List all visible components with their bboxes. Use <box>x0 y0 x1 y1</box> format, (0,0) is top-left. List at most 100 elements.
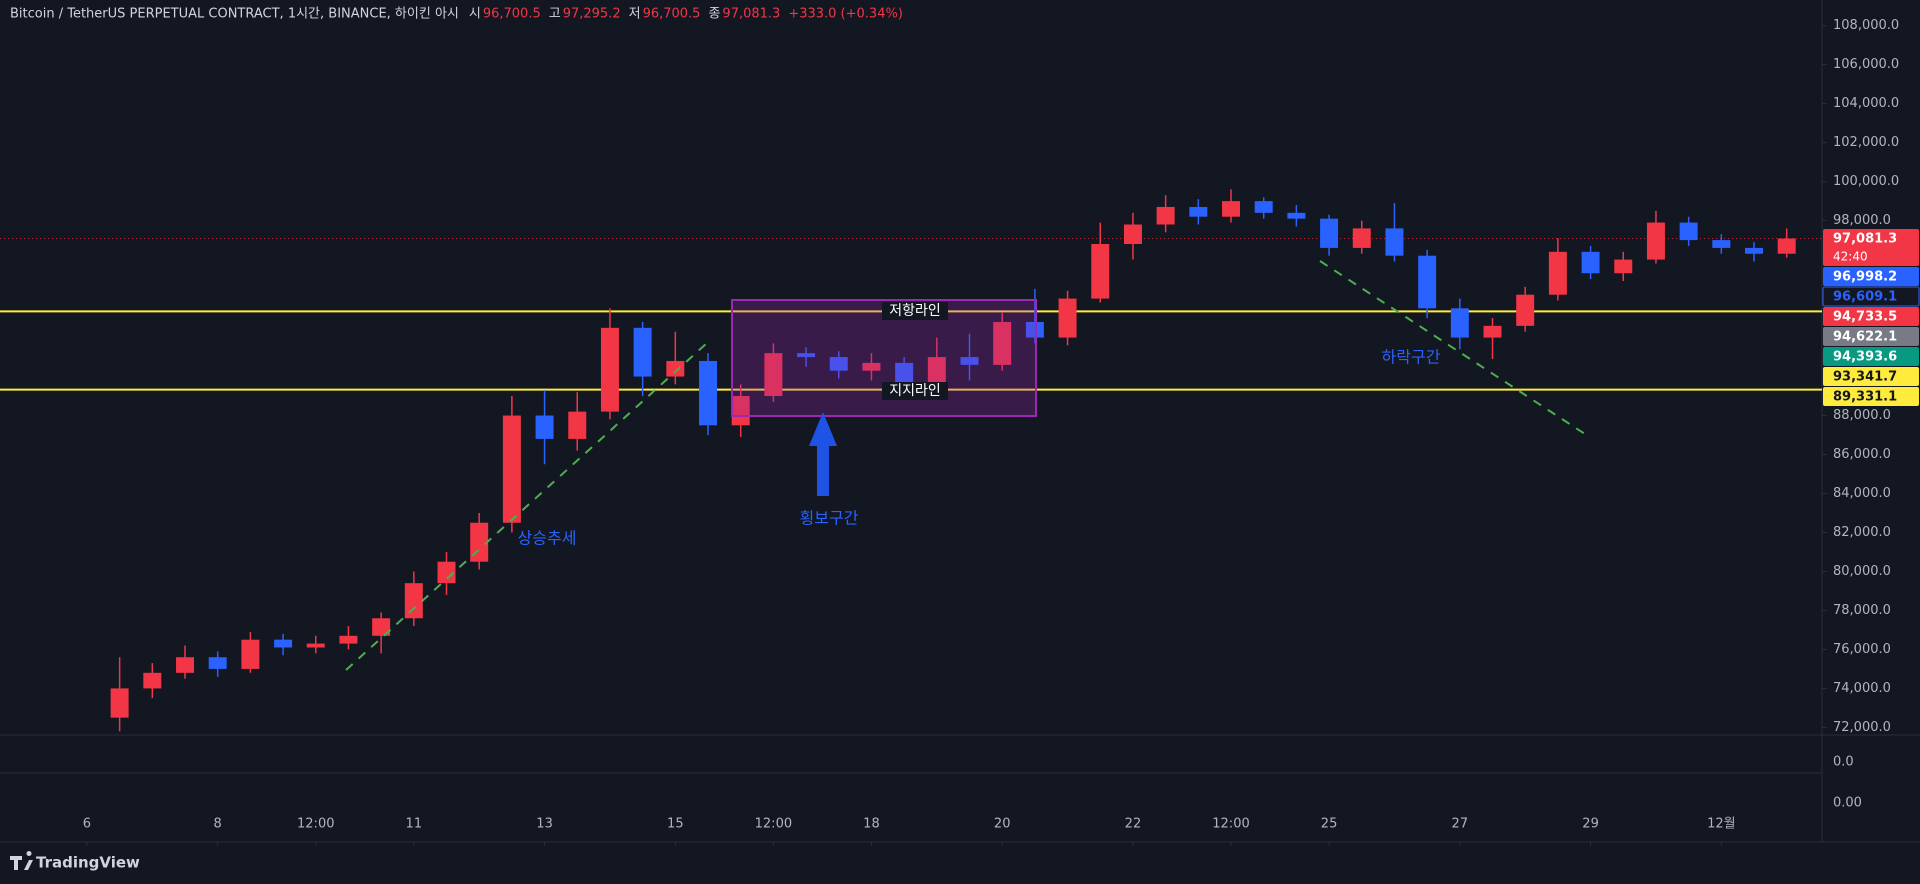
x-tick-label: 22 <box>1125 817 1142 832</box>
y-tick-label: 100,000.0 <box>1833 174 1899 189</box>
price-tag-label: 97,081.3 <box>1833 232 1897 247</box>
price-tag <box>1823 347 1919 366</box>
candle-body <box>993 321 1012 365</box>
candle-body <box>372 618 391 636</box>
candle-body <box>1646 222 1665 260</box>
price-tag-label: 93,341.7 <box>1833 370 1897 385</box>
x-tick-label: 27 <box>1452 817 1469 832</box>
x-tick-label: 20 <box>994 817 1011 832</box>
candle-body <box>1777 238 1796 254</box>
lower-pane-tick: 0.0 <box>1833 755 1854 770</box>
candle-body <box>1483 325 1502 338</box>
x-tick-label: 6 <box>83 817 91 832</box>
candle-body <box>1222 201 1240 217</box>
candle-body <box>1287 212 1306 219</box>
y-tick-label: 88,000.0 <box>1833 408 1891 423</box>
candle-body <box>1189 206 1208 217</box>
candle-body <box>927 357 946 389</box>
ohlc-value: 97,295.2 <box>563 7 621 22</box>
candle-body <box>568 411 587 439</box>
candle-body <box>110 688 129 718</box>
change: +333.0 (+0.34%) <box>788 7 903 22</box>
price-tag-label: 94,393.6 <box>1833 350 1897 365</box>
candle-body <box>1058 298 1077 338</box>
y-tick-label: 80,000.0 <box>1833 564 1891 579</box>
trend-line <box>1319 260 1589 437</box>
arrow <box>809 412 837 496</box>
ohlc-value: 97,081.3 <box>722 7 780 22</box>
candle-body <box>1614 259 1633 274</box>
price-tag-label: 96,998.2 <box>1833 270 1897 285</box>
candle-body <box>829 357 848 371</box>
candle-body <box>633 327 652 377</box>
footer-bar <box>0 843 1920 884</box>
y-tick-label: 84,000.0 <box>1833 486 1891 501</box>
y-tick-label: 104,000.0 <box>1833 96 1899 111</box>
price-tag <box>1823 367 1919 386</box>
candle-body <box>797 353 816 358</box>
logo-icon <box>10 850 33 870</box>
sideways-label: 횡보구간 <box>800 509 859 528</box>
price-tag <box>1822 286 1920 307</box>
y-tick-label: 76,000.0 <box>1833 642 1891 657</box>
candle-body <box>535 415 554 439</box>
ohlc-key: 저 <box>629 7 641 22</box>
candle-body <box>1091 244 1110 299</box>
x-tick-label: 29 <box>1582 817 1599 832</box>
candle-body <box>339 635 358 644</box>
candle-body <box>666 360 685 377</box>
candle-body <box>1385 228 1404 256</box>
uptrend-label: 상승추세 <box>518 529 577 548</box>
candle-body <box>1025 321 1044 338</box>
downtrend-label: 하락구간 <box>1382 348 1441 367</box>
label-bg <box>882 382 948 400</box>
x-tick-label: 8 <box>214 817 222 832</box>
y-tick-label: 106,000.0 <box>1833 57 1899 72</box>
header: Bitcoin / TetherUS PERPETUAL CONTRACT, 1… <box>10 7 903 22</box>
y-tick-label: 108,000.0 <box>1833 18 1899 33</box>
brand: TradingView <box>36 854 140 872</box>
candle-body <box>437 561 456 584</box>
x-tick-label: 18 <box>863 817 880 832</box>
ohlc-value: 96,700.5 <box>643 7 701 22</box>
resistance-label: 저항라인 <box>889 303 941 319</box>
price-tag <box>1823 327 1919 346</box>
price-tag <box>1823 267 1919 286</box>
trend-line <box>345 342 708 671</box>
ohlc-key: 시 <box>469 7 481 22</box>
candle-body <box>176 657 195 673</box>
x-tick-label: 13 <box>536 817 553 832</box>
ohlc-key: 종 <box>708 7 720 22</box>
logo: TradingView <box>10 850 140 872</box>
candle-body <box>862 362 881 371</box>
price-tag-label: 96,609.1 <box>1833 290 1897 305</box>
candle-body <box>404 583 423 619</box>
x-tick-label: 15 <box>667 817 684 832</box>
symbol: Bitcoin / TetherUS PERPETUAL CONTRACT, 1… <box>10 7 459 22</box>
candle-body <box>1581 251 1600 274</box>
candle-body <box>1123 224 1142 245</box>
candle-body <box>731 396 750 426</box>
candle-body <box>1712 240 1731 248</box>
x-tick-label: 11 <box>406 817 423 832</box>
candle-body <box>470 522 489 562</box>
y-tick-label: 102,000.0 <box>1833 135 1899 150</box>
ohlc-value: 96,700.5 <box>483 7 541 22</box>
candle-body <box>143 672 162 689</box>
price-tag-countdown: 42:40 <box>1833 250 1868 264</box>
candle-body <box>1320 218 1339 248</box>
price-tag <box>1823 387 1919 406</box>
price-tag <box>1823 229 1919 266</box>
y-tick-label: 82,000.0 <box>1833 525 1891 540</box>
price-tag-label: 89,331.1 <box>1833 390 1897 405</box>
candle-body <box>1516 294 1535 326</box>
ohlc-key: 고 <box>549 7 561 22</box>
candle-body <box>1450 308 1469 338</box>
candle-body <box>306 643 325 648</box>
candle-body <box>1679 222 1698 241</box>
candle-body <box>1254 201 1273 213</box>
candle-body <box>241 639 260 669</box>
candle-body <box>764 353 783 397</box>
